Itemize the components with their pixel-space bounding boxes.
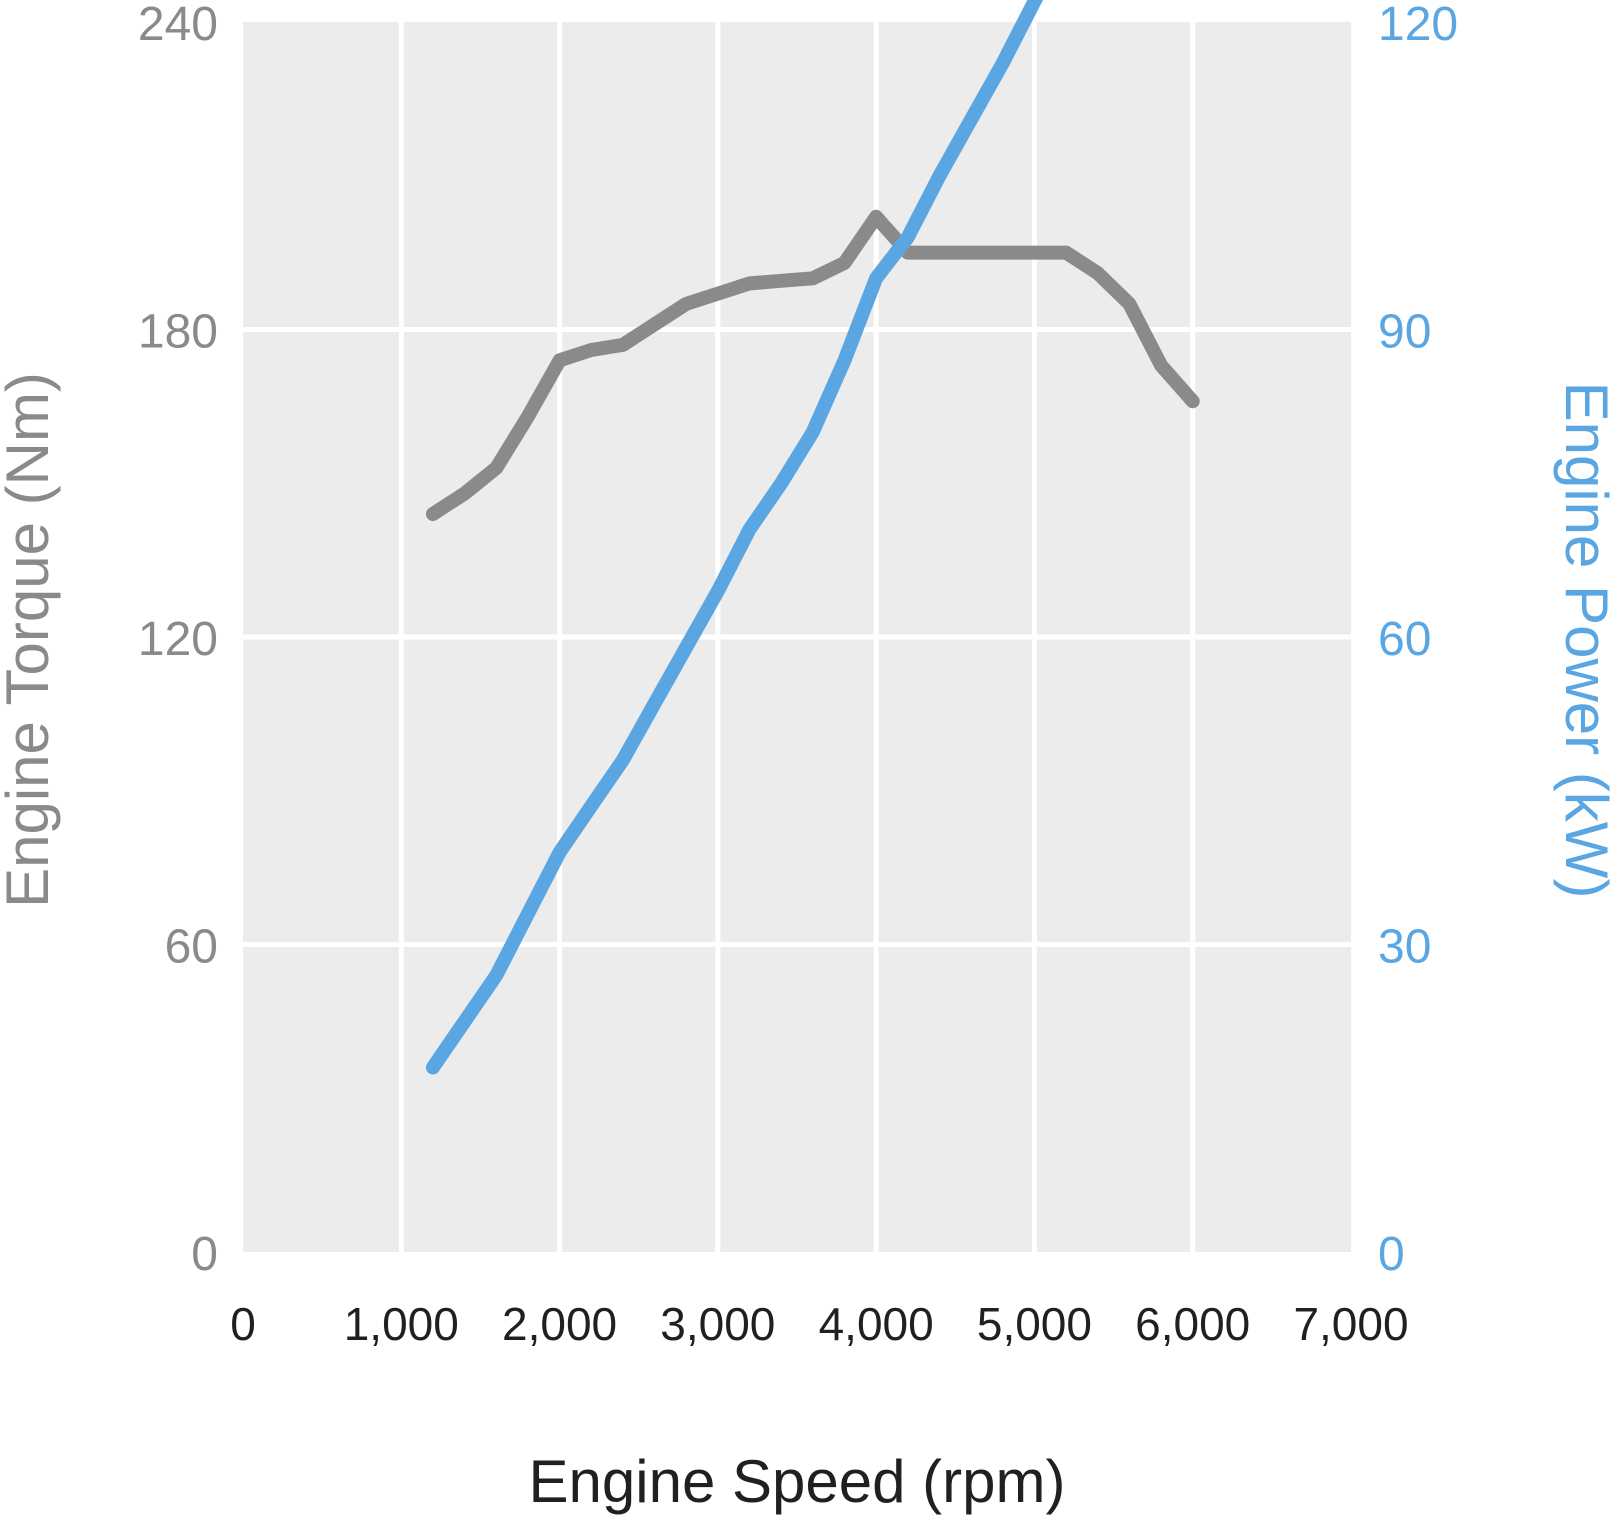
x-tick-label: 4,000: [819, 1298, 934, 1350]
y-left-tick-label: 60: [165, 921, 218, 974]
torque-series-line: [425, 209, 1200, 521]
y-left-tick-label: 120: [138, 613, 218, 666]
x-tick-label: 0: [230, 1298, 256, 1350]
x-axis-label: Engine Speed (rpm): [529, 1448, 1066, 1515]
y-right-tick-label: 120: [1378, 0, 1458, 51]
series-lines: [425, 0, 1200, 1075]
y-right-tick-label: 30: [1378, 921, 1431, 974]
x-tick-label: 1,000: [344, 1298, 459, 1350]
y-axis-right-label: Engine Power (kW): [1553, 382, 1616, 899]
power-series-line: [425, 0, 1044, 1075]
x-tick-label: 7,000: [1293, 1298, 1408, 1350]
x-tick-label: 5,000: [977, 1298, 1092, 1350]
x-tick-label: 2,000: [502, 1298, 617, 1350]
y-right-tick-label: 0: [1378, 1228, 1405, 1281]
y-axis-left-label: Engine Torque (Nm): [0, 372, 61, 908]
x-tick-label: 6,000: [1135, 1298, 1250, 1350]
y-right-tick-label: 90: [1378, 306, 1431, 359]
y-left-tick-label: 180: [138, 306, 218, 359]
tick-labels: 0 60 120 180 240 0 30 60 90 120 0 1,000 2,000 3,000 4,…: [138, 0, 1458, 1350]
y-right-tick-label: 60: [1378, 613, 1431, 666]
x-tick-label: 3,000: [660, 1298, 775, 1350]
y-left-tick-label: 0: [191, 1228, 218, 1281]
y-left-tick-label: 240: [138, 0, 218, 51]
